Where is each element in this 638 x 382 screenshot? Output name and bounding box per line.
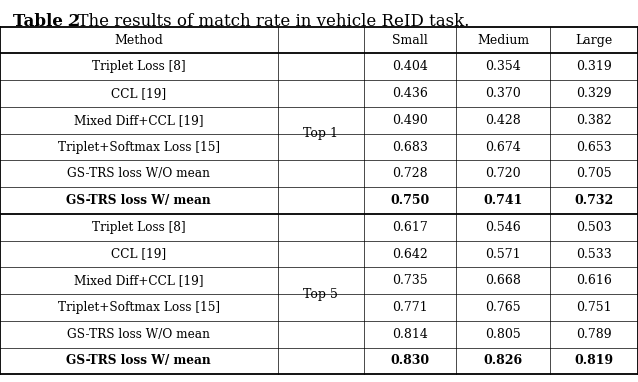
Text: 0.741: 0.741 [484, 194, 523, 207]
Text: 0.751: 0.751 [576, 301, 612, 314]
Text: 0.750: 0.750 [390, 194, 429, 207]
Text: 0.503: 0.503 [576, 221, 612, 234]
Text: 0.382: 0.382 [576, 114, 612, 127]
Text: Method: Method [114, 34, 163, 47]
Text: Small: Small [392, 34, 428, 47]
Text: 0.720: 0.720 [486, 167, 521, 180]
Text: Table 2: Table 2 [13, 13, 80, 31]
Text: 0.571: 0.571 [486, 248, 521, 261]
Text: 0.533: 0.533 [576, 248, 612, 261]
Text: 0.805: 0.805 [485, 328, 521, 341]
Text: 0.789: 0.789 [576, 328, 612, 341]
Text: 0.814: 0.814 [392, 328, 428, 341]
Text: 0.490: 0.490 [392, 114, 428, 127]
Text: 0.354: 0.354 [485, 60, 521, 73]
Text: GS-TRS loss W/ mean: GS-TRS loss W/ mean [66, 194, 211, 207]
Text: Triplet Loss [8]: Triplet Loss [8] [92, 60, 186, 73]
Text: 0.732: 0.732 [574, 194, 614, 207]
Text: Triplet+Softmax Loss [15]: Triplet+Softmax Loss [15] [58, 141, 219, 154]
Text: Mixed Diff+CCL [19]: Mixed Diff+CCL [19] [74, 114, 204, 127]
Text: Mixed Diff+CCL [19]: Mixed Diff+CCL [19] [74, 274, 204, 287]
Text: Large: Large [575, 34, 612, 47]
Text: 0.329: 0.329 [576, 87, 612, 100]
Text: 0.428: 0.428 [485, 114, 521, 127]
Text: 0.830: 0.830 [390, 354, 429, 367]
Text: Triplet+Softmax Loss [15]: Triplet+Softmax Loss [15] [58, 301, 219, 314]
Text: 0.826: 0.826 [484, 354, 523, 367]
Text: Top 1: Top 1 [303, 127, 338, 140]
Text: 0.819: 0.819 [574, 354, 614, 367]
Text: 0.705: 0.705 [576, 167, 612, 180]
Text: 0.668: 0.668 [485, 274, 521, 287]
Text: 0.319: 0.319 [576, 60, 612, 73]
Text: 0.617: 0.617 [392, 221, 428, 234]
Text: 0.728: 0.728 [392, 167, 427, 180]
Text: 0.674: 0.674 [485, 141, 521, 154]
Text: 0.653: 0.653 [576, 141, 612, 154]
Text: CCL [19]: CCL [19] [111, 87, 167, 100]
Text: 0.404: 0.404 [392, 60, 428, 73]
Text: GS-TRS loss W/O mean: GS-TRS loss W/O mean [68, 328, 210, 341]
Text: 0.546: 0.546 [485, 221, 521, 234]
Text: Top 5: Top 5 [303, 288, 338, 301]
Text: . The results of match rate in vehicle ReID task.: . The results of match rate in vehicle R… [67, 13, 470, 31]
Text: 0.765: 0.765 [486, 301, 521, 314]
Text: 0.771: 0.771 [392, 301, 427, 314]
Text: 0.436: 0.436 [392, 87, 428, 100]
Text: 0.735: 0.735 [392, 274, 427, 287]
Text: GS-TRS loss W/O mean: GS-TRS loss W/O mean [68, 167, 210, 180]
Text: 0.370: 0.370 [485, 87, 521, 100]
Text: 0.616: 0.616 [576, 274, 612, 287]
Text: Triplet Loss [8]: Triplet Loss [8] [92, 221, 186, 234]
Text: 0.642: 0.642 [392, 248, 428, 261]
Text: CCL [19]: CCL [19] [111, 248, 167, 261]
Text: 0.683: 0.683 [392, 141, 428, 154]
Text: Medium: Medium [477, 34, 529, 47]
Text: GS-TRS loss W/ mean: GS-TRS loss W/ mean [66, 354, 211, 367]
